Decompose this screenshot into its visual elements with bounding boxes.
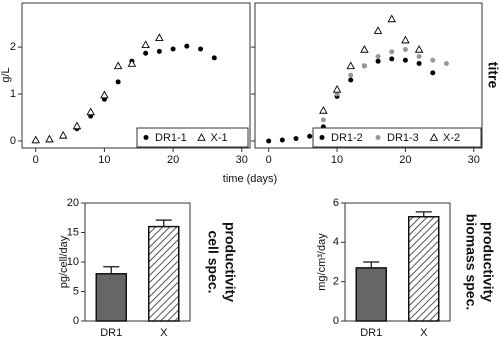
plot-frame (344, 202, 451, 322)
point (416, 53, 422, 59)
legend-marker (429, 133, 439, 141)
point (279, 137, 285, 143)
bar (355, 267, 387, 322)
legend-box (136, 127, 249, 148)
x-tick-label: 10 (331, 154, 343, 166)
x-tick-label: X (160, 327, 168, 339)
point (45, 134, 54, 143)
y-axis-title: pg/cell/day (58, 235, 70, 288)
y-tick-label: 0 (73, 315, 79, 327)
point (293, 136, 299, 142)
point (402, 46, 408, 52)
legend-marker (197, 133, 206, 141)
bar (408, 216, 440, 322)
y-tick-label: 4 (333, 236, 339, 248)
y-axis-title: mg/cm³/day (316, 233, 328, 291)
point (184, 43, 190, 49)
side-label: productivity (222, 222, 238, 302)
side-label: cell spec. (205, 230, 221, 293)
x-tick-label: 30 (468, 154, 480, 166)
legend-marker (143, 135, 149, 140)
y-tick-label: 10 (67, 256, 79, 268)
point (211, 55, 217, 61)
point (143, 50, 149, 56)
y-tick-label: 20 (67, 197, 79, 209)
side-label: titre (485, 62, 500, 89)
point (198, 46, 204, 52)
y-tick-label: 2 (10, 41, 16, 53)
y-tick-label: 1 (10, 88, 16, 100)
point (389, 49, 395, 55)
point (389, 56, 395, 62)
point (443, 61, 449, 67)
point (100, 90, 109, 99)
point (332, 84, 342, 93)
point (115, 79, 121, 85)
point (414, 45, 424, 53)
x-tick-label: 0 (266, 154, 272, 166)
legend-label: DR1-1 (155, 132, 187, 144)
legend-box (312, 127, 482, 148)
point (31, 135, 40, 144)
x-tick-label: DR1 (360, 327, 382, 339)
point (170, 46, 176, 52)
plot-frame (21, 2, 251, 149)
bar (95, 273, 127, 322)
point (348, 77, 354, 83)
point (373, 26, 383, 34)
point (361, 63, 367, 69)
point (402, 57, 408, 63)
point (401, 35, 410, 44)
y-tick-label: 6 (333, 197, 339, 209)
point (375, 53, 381, 59)
legend-label: DR1-3 (387, 132, 419, 144)
point (346, 61, 355, 70)
legend-label: DR1-2 (331, 132, 363, 144)
y-tick-label: 15 (67, 226, 79, 238)
point (348, 72, 354, 78)
bar (148, 225, 180, 322)
x-tick-label: 20 (399, 154, 411, 166)
side-label: productivity (480, 222, 496, 302)
legend-label: X-2 (443, 132, 460, 144)
side-label: biomass spec. (463, 214, 479, 311)
point (127, 59, 137, 67)
point (360, 45, 369, 53)
point (430, 57, 436, 63)
point (156, 48, 162, 54)
point (319, 106, 328, 114)
point (58, 130, 68, 139)
y-tick-label: 0 (10, 135, 16, 147)
y-tick-label: 2 (333, 276, 339, 288)
point (334, 91, 340, 97)
point (86, 107, 95, 116)
point (266, 138, 272, 144)
x-tick-label: 10 (98, 154, 110, 166)
y-tick-label: 5 (73, 285, 79, 297)
y-axis-title: g/L (0, 67, 12, 82)
x-axis-title: time (days) (223, 173, 277, 185)
point (387, 14, 397, 23)
x-tick-label: 30 (236, 154, 248, 166)
point (72, 121, 82, 130)
legend-marker (375, 135, 381, 140)
plot-frame (254, 2, 483, 149)
legend-marker (319, 135, 325, 140)
x-tick-label: DR1 (100, 327, 122, 339)
point (307, 133, 313, 139)
point (416, 61, 422, 67)
point (320, 117, 326, 123)
x-tick-label: X (420, 327, 428, 339)
point (155, 33, 164, 41)
legend-label: X-1 (211, 132, 228, 144)
x-tick-label: 20 (167, 154, 179, 166)
y-tick-label: 0 (333, 315, 339, 327)
point (113, 61, 123, 70)
point (430, 70, 436, 76)
point (141, 40, 150, 49)
x-tick-label: 0 (33, 154, 39, 166)
point (375, 58, 381, 64)
